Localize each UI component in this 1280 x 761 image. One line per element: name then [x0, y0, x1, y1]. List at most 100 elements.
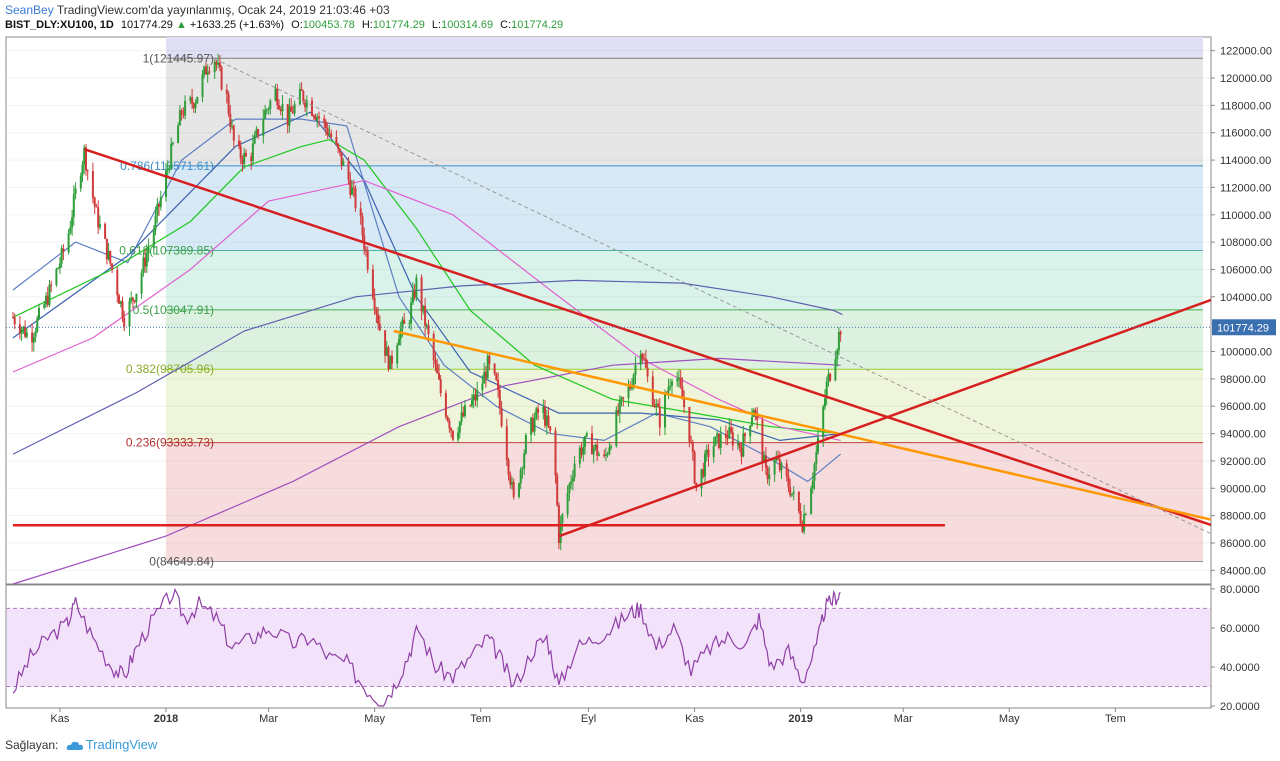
candle-body [255, 129, 258, 136]
candle-body [530, 417, 533, 435]
candle-body [615, 410, 618, 446]
candle-body [439, 379, 442, 394]
open-value: 100453.78 [302, 19, 355, 31]
candle-body [12, 317, 14, 319]
candle-body [194, 103, 197, 109]
candle-body [634, 364, 637, 375]
candle-body [789, 487, 792, 496]
candle-body [667, 387, 670, 394]
candle-body [387, 347, 390, 369]
candle-body [754, 410, 757, 413]
up-arrow-icon: ▲ [175, 19, 187, 31]
candle-body [269, 100, 272, 109]
candle-body [314, 116, 317, 120]
candle-body [792, 491, 795, 494]
candle-body [79, 175, 82, 189]
fib-level-label: 0(84649.84) [149, 554, 214, 568]
price-tick-label: 122000.00 [1220, 46, 1272, 58]
candle-body [554, 430, 557, 476]
candle-body [620, 397, 623, 400]
candle-body [594, 444, 597, 448]
fib-zone [165, 250, 1203, 310]
candle-body [286, 104, 289, 126]
price-tick-label: 120000.00 [1220, 73, 1272, 85]
candle-body [643, 358, 646, 359]
candle-body [462, 412, 465, 416]
candle-body [573, 463, 576, 478]
candle-body [460, 412, 463, 422]
candle-body [664, 393, 666, 428]
candle-body [495, 373, 498, 380]
candle-body [213, 61, 216, 72]
author-name[interactable]: SeanBey [5, 3, 54, 17]
candle-body [444, 393, 447, 417]
candle-body [338, 148, 341, 153]
candle-body [375, 309, 378, 314]
candle-body [165, 170, 167, 197]
candle-body [159, 197, 162, 207]
candle-body [340, 152, 343, 166]
candle-body [780, 463, 783, 470]
chart-canvas[interactable]: 1(121445.97)0.786(113571.61)0.618(107389… [0, 0, 1280, 737]
price-tick-label: 118000.00 [1220, 100, 1271, 112]
candle-body [474, 394, 477, 401]
candle-body [434, 360, 437, 365]
candle-body [787, 476, 790, 488]
price-tick-label: 84000.00 [1220, 565, 1266, 577]
candle-body [641, 354, 644, 358]
candles-group [12, 53, 842, 551]
time-tick-label: May [999, 713, 1020, 725]
candle-body [67, 233, 70, 253]
candle-body [291, 111, 294, 114]
candle-body [580, 447, 583, 455]
candle-body [618, 399, 621, 414]
price-tick-label: 90000.00 [1220, 483, 1266, 495]
candle-body [801, 523, 804, 532]
candle-body [632, 374, 635, 387]
candle-body [438, 373, 440, 380]
candle-body [728, 427, 731, 439]
ohlc-legend: BIST_DLY:XU100, 1D 101774.29 ▲ +1633.25 … [5, 19, 563, 31]
candle-body [683, 399, 686, 407]
candle-body [196, 96, 199, 104]
candle-body [763, 455, 766, 463]
candle-body [403, 319, 406, 324]
candle-body [116, 269, 119, 296]
candle-body [25, 332, 28, 337]
high-label: H: [361, 19, 373, 31]
open-label: O: [291, 19, 303, 31]
candle-body [813, 464, 816, 481]
candle-body [790, 493, 793, 496]
candle-body [238, 140, 240, 147]
price-tick-label: 104000.00 [1220, 292, 1272, 304]
trendline [393, 329, 1211, 521]
candle-body [312, 115, 315, 117]
candle-body [349, 179, 352, 195]
candle-body [147, 247, 150, 254]
moving-average-line [12, 279, 843, 455]
candle-body [688, 407, 691, 442]
candle-body [131, 297, 134, 301]
candle-body [829, 373, 832, 381]
candle-body [561, 514, 564, 523]
candle-body [401, 319, 404, 329]
candle-body [398, 338, 400, 346]
candle-body [422, 305, 425, 312]
candle-body [352, 187, 355, 189]
candle-body [347, 161, 350, 180]
candle-body [337, 143, 340, 149]
candle-body [251, 143, 254, 162]
candle-body [81, 164, 84, 176]
candle-body [837, 331, 840, 351]
candle-body [326, 128, 329, 135]
fib-level-label: 0.5(103047.91) [133, 303, 214, 317]
candle-body [531, 417, 534, 432]
rsi-line [12, 587, 841, 707]
candle-body [724, 433, 727, 438]
candle-body [498, 390, 501, 409]
candle-body [469, 405, 472, 407]
tradingview-link[interactable]: TradingView [85, 737, 158, 752]
candle-body [253, 135, 256, 144]
candle-body [451, 430, 454, 440]
candle-body [180, 110, 183, 115]
